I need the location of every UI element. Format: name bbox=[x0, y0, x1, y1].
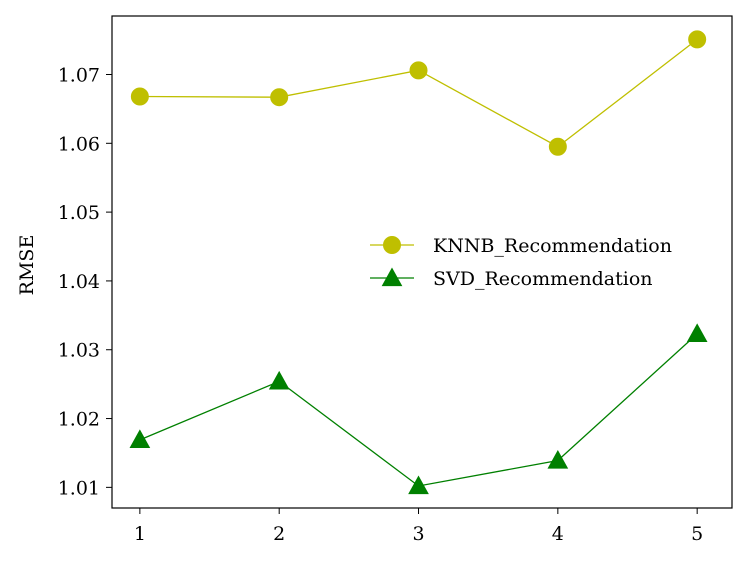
x-tick-label: 5 bbox=[691, 523, 703, 545]
data-point bbox=[688, 30, 707, 49]
data-point bbox=[548, 137, 567, 156]
data-point bbox=[686, 323, 708, 343]
y-tick-label: 1.02 bbox=[58, 409, 100, 431]
data-point bbox=[409, 61, 428, 80]
series-line bbox=[139, 38, 698, 148]
x-axis: 1 2 3 4 5 bbox=[134, 508, 703, 545]
series-layer bbox=[129, 30, 708, 495]
legend-item-2: SVD_Recommendation bbox=[370, 267, 653, 290]
data-point bbox=[547, 449, 569, 469]
data-point bbox=[268, 370, 290, 390]
series-line bbox=[139, 333, 698, 487]
y-tick-label: 1.06 bbox=[58, 133, 100, 155]
legend-label: SVD_Recommendation bbox=[433, 268, 653, 290]
data-point bbox=[129, 429, 151, 448]
y-tick-label: 1.07 bbox=[58, 64, 100, 86]
series-2 bbox=[129, 323, 708, 495]
y-axis: 1.01 1.02 1.03 1.04 1.05 1.06 1.07 bbox=[58, 64, 112, 499]
x-tick-label: 1 bbox=[134, 523, 146, 545]
data-point bbox=[408, 475, 429, 495]
data-point bbox=[270, 88, 289, 107]
x-tick-label: 3 bbox=[412, 523, 424, 545]
y-tick-label: 1.04 bbox=[58, 271, 100, 293]
x-tick-label: 4 bbox=[552, 523, 564, 545]
plot-frame bbox=[111, 15, 733, 509]
legend-marker bbox=[381, 267, 403, 287]
x-tick-label: 2 bbox=[273, 523, 285, 545]
legend: KNNB_Recommendation SVD_Recommendation bbox=[370, 235, 672, 290]
y-axis-label: RMSE bbox=[16, 235, 38, 296]
legend-marker bbox=[383, 236, 401, 254]
data-point bbox=[130, 87, 149, 106]
y-tick-label: 1.05 bbox=[58, 202, 100, 224]
legend-item-1: KNNB_Recommendation bbox=[370, 235, 672, 257]
legend-label: KNNB_Recommendation bbox=[433, 235, 672, 257]
series-1 bbox=[130, 30, 707, 156]
y-tick-label: 1.03 bbox=[58, 340, 100, 362]
y-tick-label: 1.01 bbox=[58, 477, 100, 499]
